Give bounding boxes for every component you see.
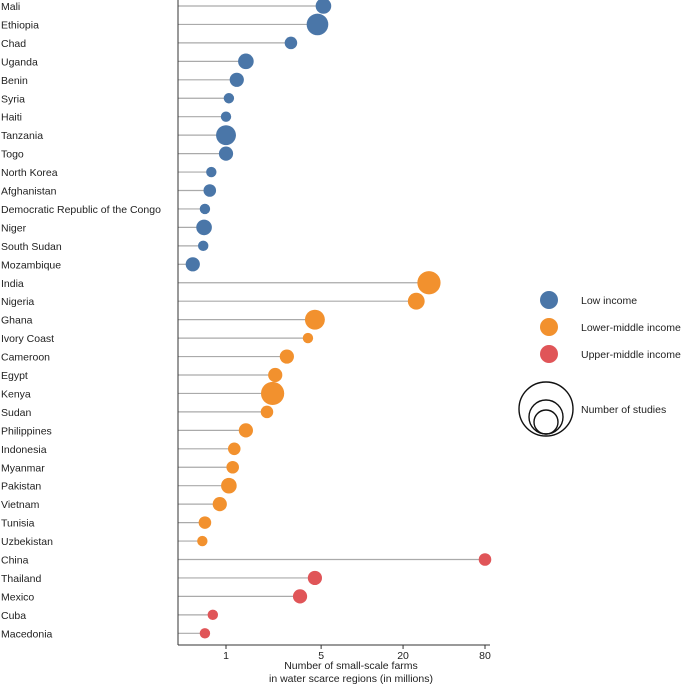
row-dot-thailand[interactable] [307,570,323,586]
row-dot-haiti[interactable] [220,111,232,122]
row-label-south-sudan: South Sudan [1,241,62,253]
row-dot-benin[interactable] [229,72,244,87]
row-label-macedonia: Macedonia [1,628,53,640]
row-label-philippines: Philippines [1,425,52,437]
row-dot-egypt[interactable] [268,367,283,383]
row-label-niger: Niger [1,222,27,234]
row-label-cuba: Cuba [1,610,26,622]
row-label-democratic-republic-of-the-congo: Democratic Republic of the Congo [1,204,161,216]
x-tick-label-5: 5 [318,650,324,662]
row-label-ivory-coast: Ivory Coast [1,333,54,345]
x-axis-title-line-2: in water scarce regions (in millions) [269,673,433,685]
row-label-mexico: Mexico [1,591,34,603]
x-axis-title-line-1: Number of small-scale farms [284,660,418,672]
row-dot-mexico[interactable] [292,589,308,604]
row-dot-ivory-coast[interactable] [302,332,314,344]
legend-swatch-low-income [540,291,558,309]
row-dot-cameroon[interactable] [279,349,294,364]
row-label-pakistan: Pakistan [1,481,41,493]
legend-size-circle-small [533,409,559,435]
x-tick-label-80: 80 [479,650,491,662]
row-label-cameroon: Cameroon [1,352,50,364]
row-dot-uganda[interactable] [238,53,254,70]
row-dot-south-sudan[interactable] [198,240,209,252]
row-dot-uzbekistan[interactable] [197,535,208,547]
row-label-syria: Syria [1,93,25,105]
legend-size-circle-large [518,381,574,437]
row-dot-syria[interactable] [223,93,235,104]
row-label-nigeria: Nigeria [1,296,34,308]
row-label-tanzania: Tanzania [1,130,43,142]
legend-swatch-upper-middle-income [540,345,558,363]
row-dot-tunisia[interactable] [198,516,212,529]
row-label-mali: Mali [1,1,20,13]
x-tick-label-1: 1 [223,650,229,662]
row-label-north-korea: North Korea [1,167,58,179]
row-dot-vietnam[interactable] [212,497,227,512]
legend-size-title: Number of studies [581,404,666,416]
row-dot-china[interactable] [478,553,492,566]
row-dot-nigeria[interactable] [407,292,425,310]
row-dot-afghanistan[interactable] [203,184,217,197]
row-label-tunisia: Tunisia [1,518,35,530]
row-label-uganda: Uganda [1,56,38,68]
row-dot-democratic-republic-of-the-congo[interactable] [199,203,211,215]
row-dot-philippines[interactable] [238,423,253,438]
row-dot-macedonia[interactable] [199,628,211,639]
x-axis-ticks: 1 5 20 80 [223,645,491,662]
row-dot-ethiopia[interactable] [306,13,329,36]
legend-size-circle-medium [528,399,564,435]
row-dot-sudan[interactable] [260,405,274,419]
row-label-ethiopia: Ethiopia [1,19,39,31]
row-label-haiti: Haiti [1,112,22,124]
row-label-afghanistan: Afghanistan [1,186,57,198]
row-dot-niger[interactable] [196,219,212,236]
row-dot-togo[interactable] [218,146,234,161]
rows-layer: Mali Ethiopia Chad Uganda Benin Syria Haiti Tan… [1,0,492,640]
row-dot-tanzania[interactable] [216,125,236,146]
row-dot-pakistan[interactable] [221,477,237,494]
row-dot-india[interactable] [417,271,441,295]
row-label-ghana: Ghana [1,315,33,327]
legend-label-upper-middle-income: Upper-middle income [581,349,681,361]
row-dot-north-korea[interactable] [206,166,217,178]
row-dot-indonesia[interactable] [227,442,241,456]
row-dot-cuba[interactable] [207,609,219,621]
legend-swatch-lower-middle-income [540,318,558,336]
row-label-mozambique: Mozambique [1,259,61,271]
row-label-china: China [1,555,29,567]
row-dot-mali[interactable] [315,0,332,14]
row-label-egypt: Egypt [1,370,28,382]
legend-label-low-income: Low income [581,295,637,307]
row-label-uzbekistan: Uzbekistan [1,536,53,548]
legend: Low income Lower-middle income Upper-mid… [518,291,681,437]
row-label-sudan: Sudan [1,407,32,419]
row-label-indonesia: Indonesia [1,444,47,456]
row-label-kenya: Kenya [1,388,31,400]
row-label-vietnam: Vietnam [1,499,40,511]
legend-label-lower-middle-income: Lower-middle income [581,322,681,334]
row-dot-ghana[interactable] [304,309,325,330]
row-dot-chad[interactable] [284,36,298,50]
row-dot-myanmar[interactable] [226,460,239,474]
row-label-togo: Togo [1,149,24,161]
x-tick-label-20: 20 [397,650,409,662]
row-label-india: India [1,278,24,290]
row-dot-mozambique[interactable] [185,257,200,272]
row-dot-kenya[interactable] [260,381,285,406]
row-label-chad: Chad [1,38,26,50]
row-label-thailand: Thailand [1,573,41,585]
row-label-myanmar: Myanmar [1,462,45,474]
row-label-benin: Benin [1,75,28,87]
